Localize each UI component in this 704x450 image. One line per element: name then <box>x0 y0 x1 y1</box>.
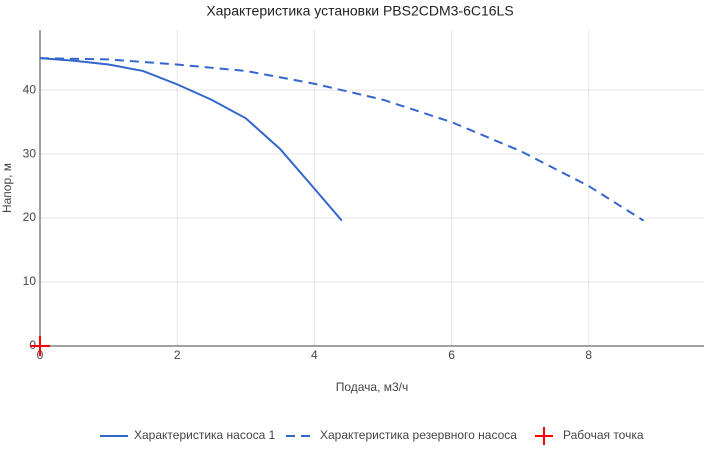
y-tick-label: 10 <box>23 274 37 288</box>
y-tick-label: 20 <box>23 210 37 224</box>
series-line <box>39 57 343 222</box>
legend-symbol <box>535 427 553 445</box>
y-tick-label: 30 <box>23 146 37 160</box>
x-tick-label: 6 <box>448 348 455 362</box>
legend-label: Характеристика резервного насоса <box>320 428 517 442</box>
y-axis-title: Напор, м <box>0 163 14 213</box>
x-tick-label: 4 <box>311 348 318 362</box>
chart-title: Характеристика установки PBS2CDM3-6C16LS <box>206 3 513 19</box>
x-axis-title: Подача, м3/ч <box>336 380 409 394</box>
working-point <box>30 336 50 356</box>
x-tick-label: 8 <box>585 348 592 362</box>
y-tick-label: 40 <box>23 82 37 96</box>
legend-label: Рабочая точка <box>563 428 644 442</box>
legend-label: Характеристика насоса 1 <box>134 428 276 442</box>
x-tick-label: 2 <box>174 348 181 362</box>
series-line <box>39 57 645 222</box>
